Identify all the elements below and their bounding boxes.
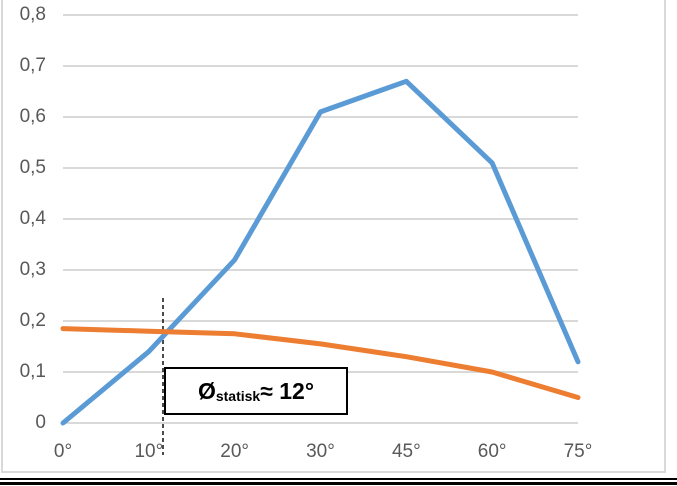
y-axis-tick-label: 0,2 [19, 310, 46, 331]
gridline [63, 422, 578, 424]
y-axis-tick-label: 0,5 [19, 157, 46, 178]
gridline [63, 14, 578, 16]
x-axis-tick-label: 60° [477, 441, 507, 462]
orange-series-line [60, 326, 581, 400]
x-axis-tick-label: 30° [306, 441, 335, 462]
x-axis-tick-label: 0° [53, 441, 73, 462]
y-axis-tick-label: 0,4 [19, 208, 46, 229]
y-axis-tick-label: 0,3 [19, 259, 46, 280]
x-axis-tick-label: 10° [134, 441, 164, 462]
x-axis-tick-label: 20° [220, 441, 250, 462]
annotation-subscript: statisk [215, 388, 261, 404]
y-axis-tick-label: 0 [35, 412, 46, 433]
annotation-symbol: Ø [197, 377, 216, 404]
blue-series-line [60, 78, 581, 426]
x-axis-tick-label: 75° [563, 441, 593, 462]
y-axis-tick-label: 0,7 [19, 55, 46, 76]
y-axis-tick-label: 0,6 [19, 106, 46, 127]
gridline [63, 269, 578, 271]
gridline [63, 167, 578, 169]
x-axis-tick-label: 45° [391, 441, 421, 462]
gridline [63, 320, 578, 322]
gridline [63, 116, 578, 118]
y-axis-tick-label: 0,8 [19, 4, 46, 25]
page-border-line-thin [0, 478, 677, 480]
gridline [63, 218, 578, 220]
gridline [63, 65, 578, 67]
y-axis-tick-label: 0,1 [19, 361, 46, 382]
page-border-line-thick [0, 482, 677, 485]
annotation-value: ≈ 12° [260, 377, 315, 404]
